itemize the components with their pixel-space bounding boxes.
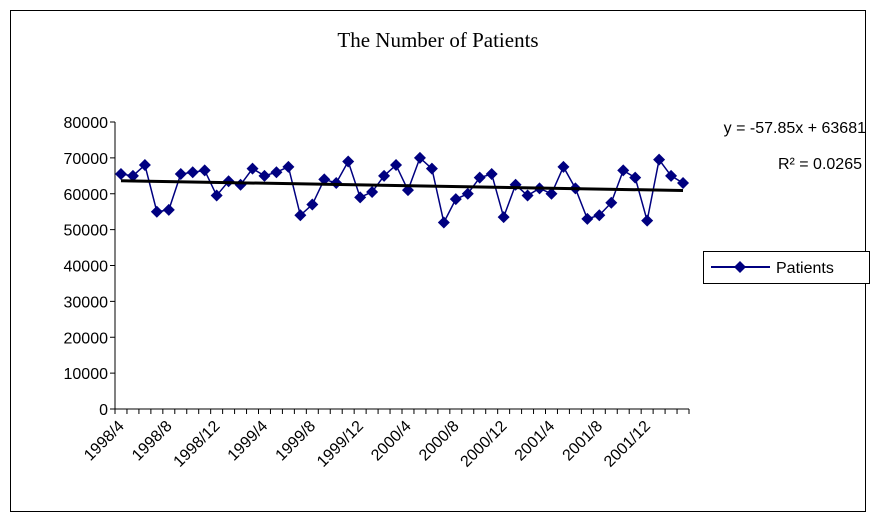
point-marker [437,216,450,229]
point-marker [593,209,606,222]
trend-r2: R² = 0.0265 [778,156,862,173]
point-marker [342,155,355,168]
point-marker [162,203,175,216]
point-marker [629,171,642,184]
trendline [120,179,684,193]
y-tick-label: 30000 [64,294,109,311]
point-marker [677,176,690,189]
point-marker [617,164,630,177]
y-tick-label: 70000 [64,151,109,168]
point-marker [126,169,139,182]
point-marker [473,171,486,184]
y-tick-label: 0 [99,402,108,419]
point-marker [282,160,295,173]
point-marker [605,196,618,209]
point-marker [366,185,379,198]
point-marker [270,166,283,179]
point-marker [653,153,666,166]
point-marker [641,214,654,227]
point-marker [557,160,570,173]
point-marker [461,187,474,200]
y-tick-label: 20000 [64,330,109,347]
point-marker [354,191,367,204]
point-marker [210,189,223,202]
point-marker [186,166,199,179]
y-tick-label: 50000 [64,223,109,240]
point-marker [545,187,558,200]
point-marker [174,168,187,181]
y-tick-label: 80000 [64,115,109,132]
chart-title: The Number of Patients [337,28,538,52]
point-marker [294,209,307,222]
legend-label: Patients [776,260,834,277]
legend-marker [734,261,746,273]
point-marker [425,162,438,175]
point-marker [665,169,678,182]
point-marker [150,205,163,218]
point-marker [258,169,271,182]
point-marker [485,168,498,181]
point-marker [390,159,403,172]
y-tick-label: 40000 [64,259,109,276]
point-marker [521,189,534,202]
point-marker [413,151,426,164]
point-marker [318,173,331,186]
y-tick-label: 10000 [64,366,109,383]
trend-equation: y = -57.85x + 63681 [724,120,866,137]
point-marker [198,164,211,177]
point-marker [306,198,319,211]
point-marker [449,193,462,206]
y-tick-label: 60000 [64,187,109,204]
point-marker [138,159,151,172]
point-marker [114,168,127,181]
point-marker [497,211,510,224]
point-marker [581,212,594,225]
point-marker [378,169,391,182]
point-marker [246,162,259,175]
